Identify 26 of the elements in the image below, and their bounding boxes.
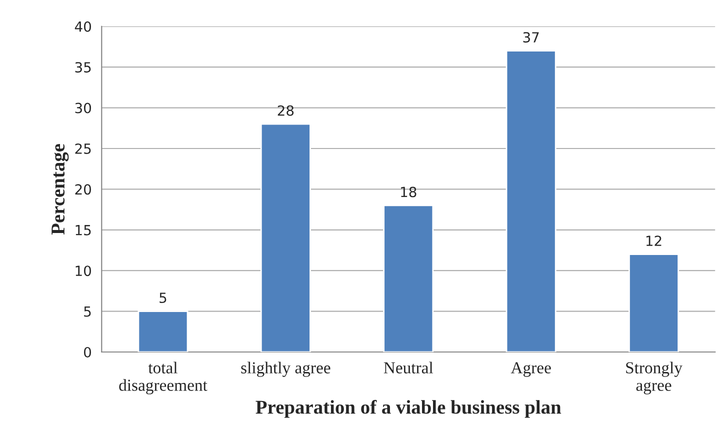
- y-tick-label: 35: [75, 62, 91, 73]
- bar: [260, 123, 311, 352]
- bar: [506, 50, 556, 352]
- bar: [628, 254, 679, 352]
- x-axis-title: Preparation of a viable business plan: [256, 400, 562, 418]
- y-tick-label: 15: [76, 225, 91, 236]
- data-label: 12: [646, 236, 662, 246]
- data-label: 5: [160, 292, 166, 304]
- y-axis-title: Percentage: [52, 144, 69, 235]
- y-tick-label: 0: [84, 346, 91, 358]
- y-tick-label: 25: [75, 143, 91, 154]
- data-label: 28: [278, 105, 294, 116]
- data-label: 37: [523, 32, 539, 43]
- x-tick-label: Strongly agree: [626, 362, 682, 394]
- x-tick-label: slightly agree: [241, 362, 330, 377]
- x-tick-label: Agree: [510, 362, 551, 377]
- x-tick-label: Neutral: [384, 362, 434, 374]
- y-tick-label: 10: [76, 266, 91, 276]
- bar: [383, 204, 434, 352]
- y-tick-label: 5: [84, 306, 91, 317]
- data-label: 18: [401, 186, 416, 198]
- y-tick-label: 30: [75, 102, 91, 114]
- y-tick-label: 40: [74, 21, 91, 32]
- bar: [138, 310, 188, 352]
- y-tick-label: 20: [75, 184, 91, 195]
- x-tick-label: total disagreement: [119, 362, 208, 394]
